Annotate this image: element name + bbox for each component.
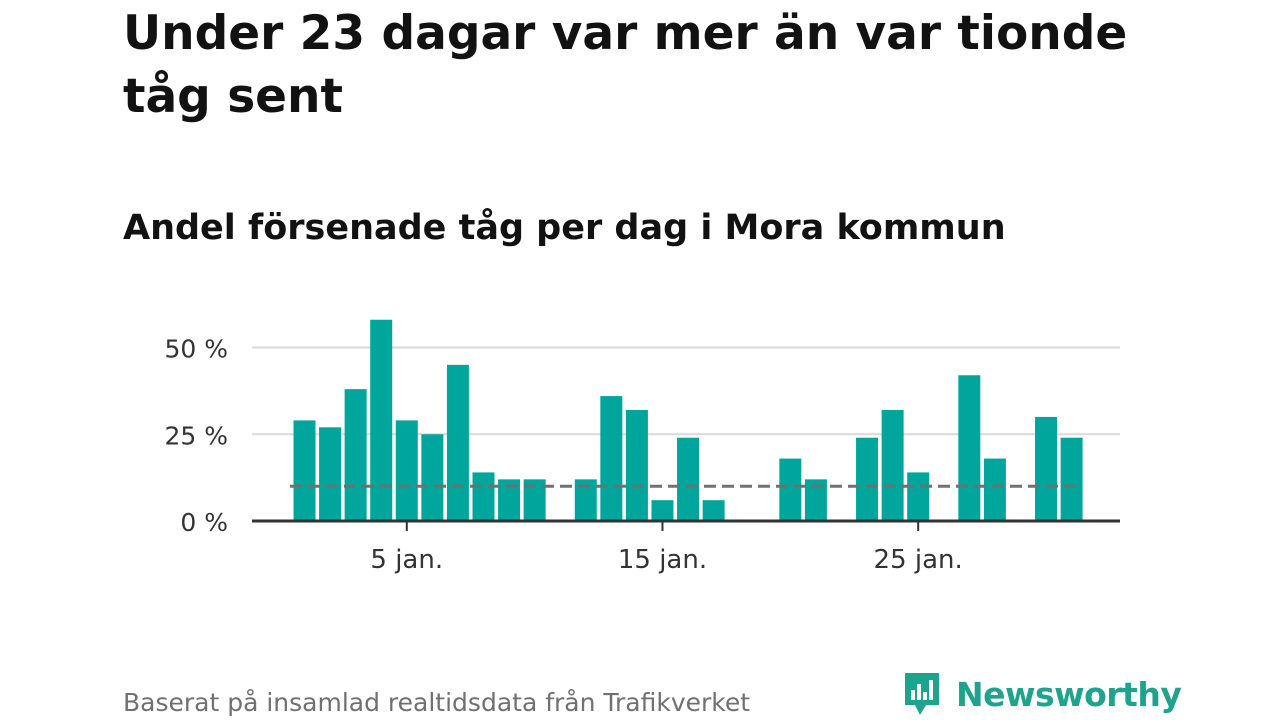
bar bbox=[804, 479, 827, 521]
bar bbox=[625, 409, 648, 521]
bar bbox=[574, 479, 597, 521]
bar bbox=[958, 375, 981, 521]
chart-title: Under 23 dagar var mer än var tionde tåg… bbox=[123, 6, 1128, 124]
bar bbox=[983, 458, 1006, 521]
bar bbox=[702, 500, 725, 521]
bar bbox=[779, 458, 802, 521]
source-note: Baserat på insamlad realtidsdata från Tr… bbox=[123, 688, 751, 717]
bar bbox=[319, 427, 342, 521]
bar bbox=[344, 389, 367, 521]
bar bbox=[472, 472, 495, 521]
x-tick-label: 15 jan. bbox=[618, 545, 707, 575]
bar bbox=[421, 434, 444, 521]
bar bbox=[498, 479, 521, 521]
bar bbox=[395, 420, 418, 521]
bars bbox=[293, 319, 1083, 521]
chart-subtitle: Andel försenade tåg per dag i Mora kommu… bbox=[123, 208, 1006, 248]
bar bbox=[600, 396, 623, 521]
bar bbox=[907, 472, 930, 521]
bar bbox=[651, 500, 674, 521]
bar bbox=[293, 420, 316, 521]
x-axis-ticks: 5 jan. 15 jan. 25 jan. bbox=[370, 521, 963, 575]
x-tick-label: 25 jan. bbox=[874, 545, 963, 575]
bar bbox=[370, 319, 393, 521]
bar bbox=[856, 437, 879, 521]
newsworthy-logo-icon bbox=[905, 673, 939, 715]
brand-logo[interactable]: Newsworthy bbox=[902, 670, 1182, 718]
y-tick-label: 25 % bbox=[164, 421, 228, 450]
bar bbox=[677, 437, 700, 521]
bar-chart: 0 % 25 % 50 % 5 jan. 15 jan. 25 jan. bbox=[164, 319, 1120, 575]
brand-name: Newsworthy bbox=[956, 674, 1182, 714]
bar bbox=[881, 409, 904, 521]
y-axis-ticks: 0 % 25 % 50 % bbox=[164, 335, 228, 538]
x-tick-label: 5 jan. bbox=[370, 545, 443, 575]
y-tick-label: 50 % bbox=[164, 335, 228, 364]
bar bbox=[1060, 437, 1083, 521]
bar bbox=[1035, 416, 1058, 521]
bar bbox=[446, 364, 469, 521]
y-tick-label: 0 % bbox=[180, 508, 228, 537]
bar bbox=[523, 479, 546, 521]
